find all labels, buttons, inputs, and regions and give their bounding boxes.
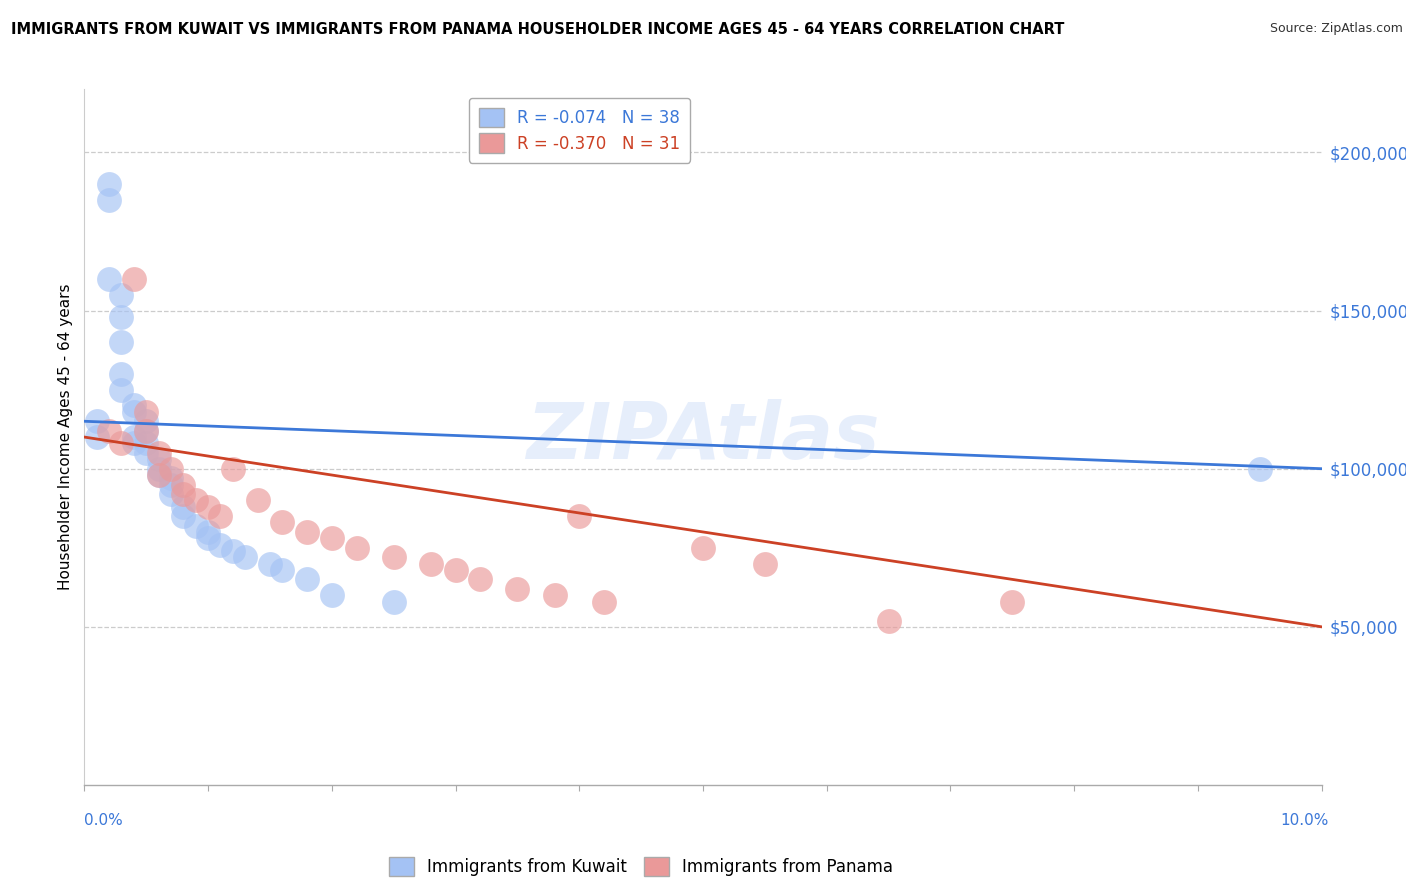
Point	[135, 436, 157, 450]
Point	[271, 563, 294, 577]
Point	[877, 614, 900, 628]
Point	[568, 509, 591, 524]
Point	[98, 193, 121, 207]
Point	[135, 446, 157, 460]
Point	[110, 287, 132, 301]
Point	[184, 493, 207, 508]
Point	[172, 487, 194, 501]
Point	[135, 414, 157, 428]
Point	[321, 531, 343, 545]
Point	[86, 430, 108, 444]
Point	[148, 468, 170, 483]
Y-axis label: Householder Income Ages 45 - 64 years: Householder Income Ages 45 - 64 years	[58, 284, 73, 591]
Point	[148, 446, 170, 460]
Text: 10.0%: 10.0%	[1281, 814, 1329, 828]
Point	[754, 557, 776, 571]
Point	[110, 367, 132, 381]
Point	[122, 436, 145, 450]
Point	[543, 588, 565, 602]
Point	[222, 544, 245, 558]
Legend: Immigrants from Kuwait, Immigrants from Panama: Immigrants from Kuwait, Immigrants from …	[381, 848, 901, 885]
Point	[419, 557, 441, 571]
Point	[233, 550, 256, 565]
Text: Source: ZipAtlas.com: Source: ZipAtlas.com	[1270, 22, 1403, 36]
Point	[184, 518, 207, 533]
Point	[98, 272, 121, 286]
Point	[122, 272, 145, 286]
Point	[209, 538, 232, 552]
Point	[135, 424, 157, 438]
Point	[470, 573, 492, 587]
Point	[122, 405, 145, 419]
Point	[295, 524, 318, 539]
Text: ZIPAtlas: ZIPAtlas	[526, 399, 880, 475]
Point	[259, 557, 281, 571]
Point	[172, 509, 194, 524]
Point	[148, 468, 170, 483]
Point	[197, 500, 219, 514]
Point	[98, 177, 121, 191]
Point	[160, 487, 183, 501]
Point	[1001, 594, 1024, 608]
Point	[110, 310, 132, 324]
Point	[222, 461, 245, 475]
Point	[98, 424, 121, 438]
Point	[382, 550, 405, 565]
Point	[197, 531, 219, 545]
Point	[122, 399, 145, 413]
Point	[506, 582, 529, 596]
Point	[160, 471, 183, 485]
Text: IMMIGRANTS FROM KUWAIT VS IMMIGRANTS FROM PANAMA HOUSEHOLDER INCOME AGES 45 - 64: IMMIGRANTS FROM KUWAIT VS IMMIGRANTS FRO…	[11, 22, 1064, 37]
Point	[148, 461, 170, 475]
Point	[197, 524, 219, 539]
Point	[593, 594, 616, 608]
Point	[246, 493, 269, 508]
Point	[110, 436, 132, 450]
Point	[382, 594, 405, 608]
Text: 0.0%: 0.0%	[84, 814, 124, 828]
Point	[135, 405, 157, 419]
Point	[110, 383, 132, 397]
Point	[321, 588, 343, 602]
Point	[110, 335, 132, 350]
Point	[160, 477, 183, 491]
Point	[86, 414, 108, 428]
Point	[172, 477, 194, 491]
Point	[346, 541, 368, 555]
Point	[122, 430, 145, 444]
Point	[295, 573, 318, 587]
Point	[148, 452, 170, 467]
Point	[160, 461, 183, 475]
Point	[209, 509, 232, 524]
Point	[172, 500, 194, 514]
Point	[271, 516, 294, 530]
Point	[692, 541, 714, 555]
Point	[444, 563, 467, 577]
Point	[135, 424, 157, 438]
Point	[1249, 461, 1271, 475]
